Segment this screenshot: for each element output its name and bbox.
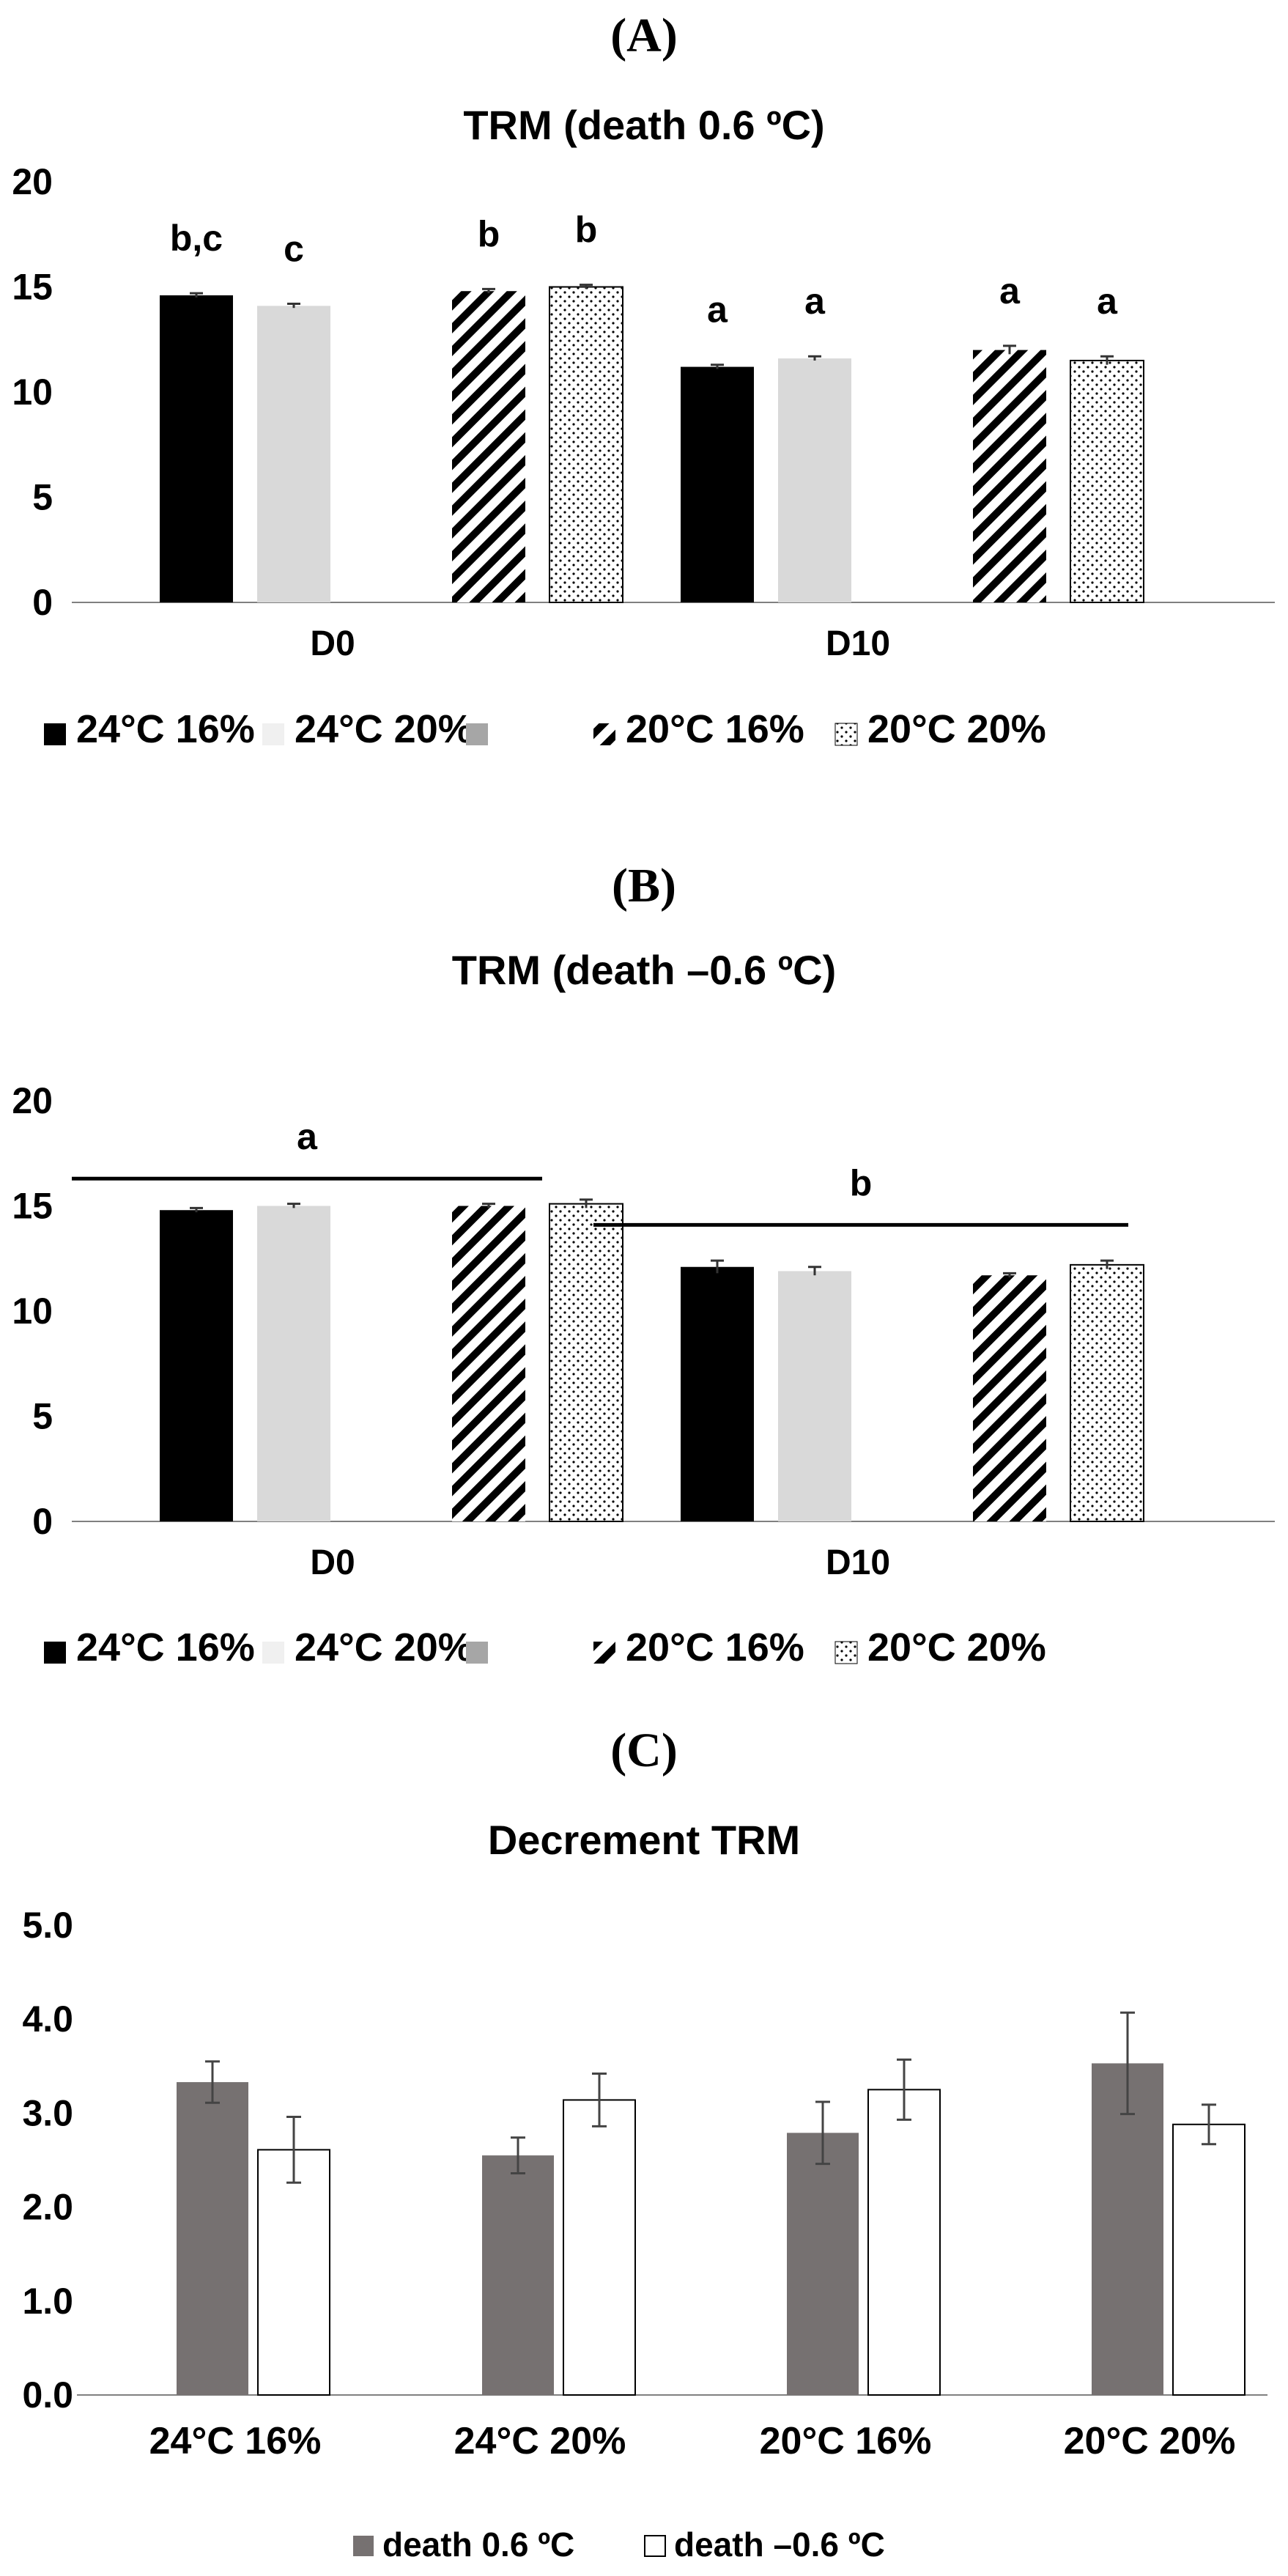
y-tick-label: 10 bbox=[12, 1291, 53, 1332]
bar bbox=[681, 1266, 754, 1521]
legend-label: 24°C 20% bbox=[295, 707, 473, 751]
bar bbox=[257, 2149, 330, 2396]
significance-letter: b bbox=[478, 213, 500, 254]
bar bbox=[257, 1206, 330, 1521]
legend-swatch bbox=[834, 723, 858, 746]
y-tick-label: 4.0 bbox=[22, 1999, 73, 2040]
panel-a-legend: 24°C 16% 24°C 20% 20°C 16% 20°C 20% bbox=[44, 707, 1046, 751]
bar bbox=[257, 306, 330, 602]
bar bbox=[563, 2099, 636, 2396]
x-tick-label: 20°C 20% bbox=[1064, 2420, 1236, 2462]
bar bbox=[681, 366, 754, 602]
y-tick-label: 5.0 bbox=[22, 1905, 73, 1946]
y-tick-label: 15 bbox=[12, 1186, 53, 1227]
significance-letter: b,c bbox=[170, 218, 223, 259]
panel-a-title: TRM (death 0.6 ºC) bbox=[463, 102, 824, 148]
panel-a: (A) TRM (death 0.6 ºC) 0 5 10 15 20 D0 b,c c b b D… bbox=[12, 9, 1275, 751]
y-tick-label: 2.0 bbox=[22, 2187, 73, 2228]
panel-a-label: (A) bbox=[610, 9, 678, 62]
legend-swatch bbox=[593, 1642, 615, 1664]
x-tick-label: 24°C 16% bbox=[149, 2420, 322, 2462]
y-tick-label: 20 bbox=[12, 161, 53, 202]
panel-c-legend: death 0.6 ºC death –0.6 ºC bbox=[353, 2525, 885, 2564]
legend-swatch bbox=[44, 723, 66, 745]
legend-swatch bbox=[44, 1642, 66, 1664]
bar bbox=[787, 2133, 859, 2395]
bar bbox=[452, 291, 525, 602]
panel-a-plot: 0 5 10 15 20 D0 b,c c b b D10 a a a a bbox=[12, 161, 1275, 663]
significance-letter: b bbox=[575, 210, 598, 251]
y-tick-label: 5 bbox=[32, 1396, 53, 1437]
legend-swatch bbox=[466, 1642, 488, 1664]
significance-letter: a bbox=[804, 281, 826, 322]
bar bbox=[452, 1206, 525, 1521]
legend-label: 24°C 16% bbox=[76, 707, 255, 751]
significance-letter: a bbox=[999, 270, 1021, 311]
legend-label: 20°C 20% bbox=[867, 1625, 1046, 1669]
panel-c-label: (C) bbox=[610, 1724, 678, 1777]
bar bbox=[482, 2155, 554, 2395]
x-tick-label: 24°C 20% bbox=[454, 2420, 626, 2462]
legend-swatch bbox=[593, 723, 615, 745]
y-tick-label: 0.0 bbox=[22, 2374, 73, 2416]
significance-letter: a bbox=[297, 1116, 318, 1157]
x-tick-label: D10 bbox=[826, 1543, 890, 1582]
bar bbox=[160, 295, 233, 602]
bar bbox=[778, 358, 851, 602]
significance-letter: c bbox=[284, 228, 304, 269]
bar bbox=[973, 1275, 1046, 1521]
legend-label: 20°C 16% bbox=[626, 707, 804, 751]
bar bbox=[160, 1210, 233, 1521]
bar bbox=[973, 350, 1046, 602]
legend-swatch bbox=[353, 2536, 374, 2556]
significance-letter: a bbox=[1097, 281, 1118, 322]
legend-swatch bbox=[834, 1641, 858, 1664]
y-tick-label: 1.0 bbox=[22, 2281, 73, 2322]
x-tick-label: D0 bbox=[310, 624, 355, 663]
panel-c: (C) Decrement TRM 0.0 1.0 2.0 3.0 4.0 5.0 24°C… bbox=[22, 1724, 1267, 2564]
bar bbox=[177, 2082, 248, 2395]
bar bbox=[1092, 2063, 1163, 2395]
legend-swatch bbox=[466, 723, 488, 745]
significance-letter: a bbox=[707, 289, 728, 331]
legend-label: 24°C 20% bbox=[295, 1625, 473, 1669]
panel-b-plot: 0 5 10 15 20 D0 D10 a b bbox=[12, 1080, 1275, 1582]
legend-label: death 0.6 ºC bbox=[382, 2525, 574, 2564]
legend-label: death –0.6 ºC bbox=[674, 2525, 885, 2564]
panel-b-label: (B) bbox=[612, 859, 676, 912]
panel-c-plot: 0.0 1.0 2.0 3.0 4.0 5.0 24°C 16% 24°C 20% 20°C 1… bbox=[22, 1905, 1267, 2462]
bar bbox=[549, 1203, 623, 1522]
y-tick-label: 0 bbox=[32, 1501, 53, 1542]
bar bbox=[1172, 2123, 1246, 2396]
panel-b-legend: 24°C 16% 24°C 20% 20°C 16% 20°C 20% bbox=[44, 1625, 1046, 1669]
panel-c-title: Decrement TRM bbox=[488, 1817, 800, 1863]
bar bbox=[867, 2089, 941, 2396]
legend-swatch bbox=[644, 2535, 666, 2557]
x-tick-label: D0 bbox=[310, 1543, 355, 1582]
bar bbox=[1070, 359, 1144, 603]
legend-label: 20°C 16% bbox=[626, 1625, 804, 1669]
y-tick-label: 20 bbox=[12, 1080, 53, 1121]
x-tick-label: D10 bbox=[826, 624, 890, 663]
x-tick-label: 20°C 16% bbox=[760, 2420, 932, 2462]
legend-label: 20°C 20% bbox=[867, 707, 1046, 751]
y-tick-label: 15 bbox=[12, 267, 53, 308]
bar bbox=[1070, 1263, 1144, 1522]
significance-letter: b bbox=[850, 1162, 873, 1203]
panel-b-title: TRM (death –0.6 ºC) bbox=[452, 947, 837, 993]
bar bbox=[549, 286, 623, 603]
y-tick-label: 5 bbox=[32, 477, 53, 518]
legend-label: 24°C 16% bbox=[76, 1625, 255, 1669]
y-tick-label: 3.0 bbox=[22, 2092, 73, 2133]
y-tick-label: 0 bbox=[32, 582, 53, 623]
legend-swatch bbox=[262, 1642, 284, 1664]
legend-swatch bbox=[262, 723, 284, 745]
y-tick-label: 10 bbox=[12, 372, 53, 413]
bar bbox=[778, 1271, 851, 1521]
